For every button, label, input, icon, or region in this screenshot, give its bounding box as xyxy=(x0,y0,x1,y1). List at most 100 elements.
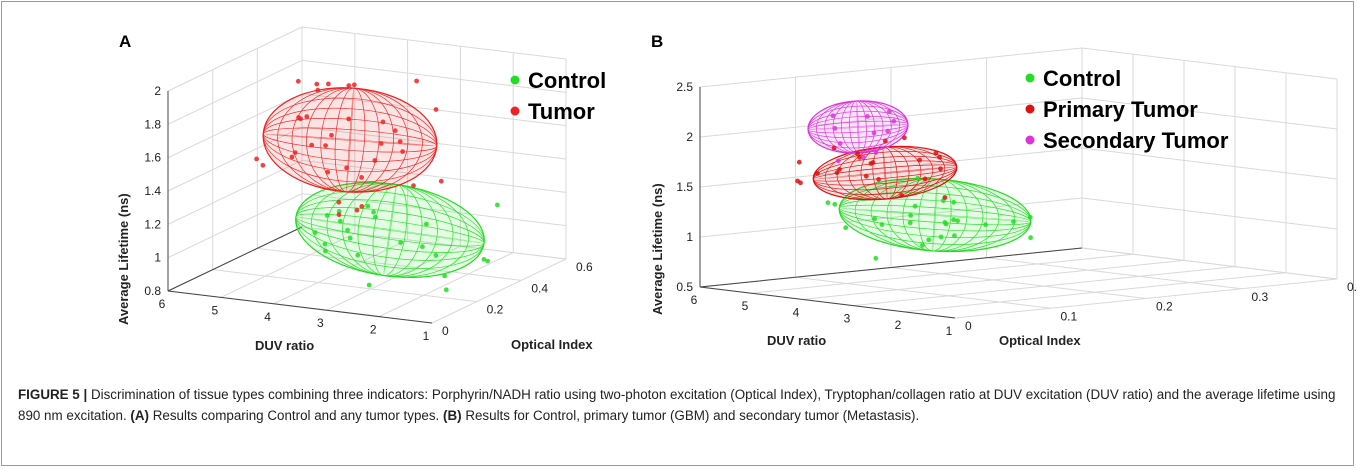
data-point xyxy=(254,156,259,162)
data-point xyxy=(870,160,876,165)
panel-b-letter: B xyxy=(651,32,663,51)
caption-label-b: (B) xyxy=(443,408,462,423)
data-point xyxy=(380,119,386,125)
side-wall-grid-line xyxy=(167,159,303,225)
data-point xyxy=(325,169,331,175)
data-point xyxy=(872,216,877,222)
floor-grid-line xyxy=(431,258,567,324)
panel-a-legend-control-label: Control xyxy=(528,68,606,93)
panel-b-legend: Control Primary Tumor Secondary Tumor xyxy=(1025,66,1229,153)
x-tick-label: 4 xyxy=(264,310,271,324)
data-point xyxy=(323,248,328,254)
caption-label-a: (A) xyxy=(130,408,149,423)
ellipsoid-mesh-line xyxy=(807,105,909,149)
data-point xyxy=(397,139,403,145)
caption-text-1: Discrimination of tissue types combining… xyxy=(18,387,1336,423)
z-tick-label: 1.6 xyxy=(144,151,161,165)
y-tick-label: 0.2 xyxy=(487,303,504,317)
z-tick-label: 0.5 xyxy=(676,280,693,294)
axis-line xyxy=(167,290,433,324)
data-point xyxy=(830,113,836,119)
x-tick-label: 1 xyxy=(946,324,953,338)
side-wall-grid-line xyxy=(167,59,303,125)
side-wall-grid-line xyxy=(167,26,303,92)
data-point xyxy=(926,237,932,243)
z-tick-label: 1 xyxy=(686,230,693,244)
y-tick-label: 0.6 xyxy=(576,260,593,274)
data-point xyxy=(309,142,315,148)
data-point xyxy=(795,178,800,184)
panel-b-axes-box xyxy=(699,87,1083,319)
data-point xyxy=(902,135,907,141)
data-point xyxy=(882,138,888,144)
x-tick-label: 2 xyxy=(370,323,377,337)
data-point xyxy=(832,125,838,131)
data-point xyxy=(346,116,352,122)
data-point xyxy=(815,171,820,176)
panel-a-legend-tumor-marker xyxy=(510,106,520,116)
data-point xyxy=(855,151,860,157)
data-point xyxy=(1027,214,1033,220)
data-point xyxy=(359,175,364,180)
floor-grid-line xyxy=(890,267,1147,299)
axis-line xyxy=(699,247,1083,288)
data-point xyxy=(885,128,891,134)
data-point xyxy=(1028,235,1033,241)
data-point xyxy=(443,287,449,293)
data-point xyxy=(951,199,957,205)
data-point xyxy=(378,141,384,146)
back-wall-grid-line xyxy=(1081,247,1338,280)
x-tick-label: 1 xyxy=(423,329,430,343)
data-point xyxy=(917,157,922,163)
floor-grid-line xyxy=(795,276,1051,309)
data-point xyxy=(1011,219,1016,225)
x-tick-label: 6 xyxy=(691,293,698,307)
side-wall-grid-line xyxy=(699,197,1083,238)
data-point xyxy=(983,222,988,228)
panel-a-z-axis-title: Average Lifetime (ns) xyxy=(116,193,131,325)
floor-grid-line xyxy=(220,232,356,298)
x-tick-label: 5 xyxy=(211,303,218,317)
data-point xyxy=(366,282,372,288)
data-point xyxy=(433,107,439,112)
z-tick-label: 1.4 xyxy=(144,184,161,198)
floor-grid-line xyxy=(273,239,408,305)
x-tick-label: 6 xyxy=(159,297,166,311)
panel-a-legend: Control Tumor xyxy=(510,68,606,124)
data-point xyxy=(411,183,416,189)
y-tick-label: 0 xyxy=(965,319,972,333)
panel-b-grid xyxy=(699,47,1338,319)
caption-text-b: Results for Control, primary tumor (GBM)… xyxy=(461,408,920,423)
ellipsoid-mesh-line xyxy=(838,185,1032,245)
y-tick-label: 0.3 xyxy=(1252,290,1269,304)
data-point xyxy=(922,176,928,182)
data-point xyxy=(312,230,318,236)
side-wall-grid-line xyxy=(167,193,303,259)
data-point xyxy=(834,170,840,176)
panel-b-legend-control-marker xyxy=(1025,73,1035,83)
data-point xyxy=(359,204,365,209)
data-point xyxy=(837,141,843,146)
data-point xyxy=(873,255,879,261)
data-point xyxy=(292,150,298,156)
data-point xyxy=(825,200,831,206)
side-wall-grid-line xyxy=(699,47,1083,88)
ellipsoid-mesh-line xyxy=(277,87,423,193)
panel-b-legend-control-label: Control xyxy=(1043,66,1121,91)
data-point xyxy=(879,222,885,227)
floor-grid-line xyxy=(212,269,477,303)
x-tick-label: 3 xyxy=(317,316,324,330)
side-wall-grid-line xyxy=(167,93,303,159)
data-point xyxy=(260,162,266,168)
panel-b-ellipsoids xyxy=(807,100,1032,253)
data-point xyxy=(937,154,942,160)
data-point xyxy=(346,83,352,88)
data-point xyxy=(336,212,342,218)
data-point xyxy=(324,213,330,218)
data-point xyxy=(912,203,918,209)
back-wall-grid-line xyxy=(301,193,567,227)
data-point xyxy=(373,214,378,220)
data-point xyxy=(296,115,301,120)
data-point xyxy=(865,114,870,119)
